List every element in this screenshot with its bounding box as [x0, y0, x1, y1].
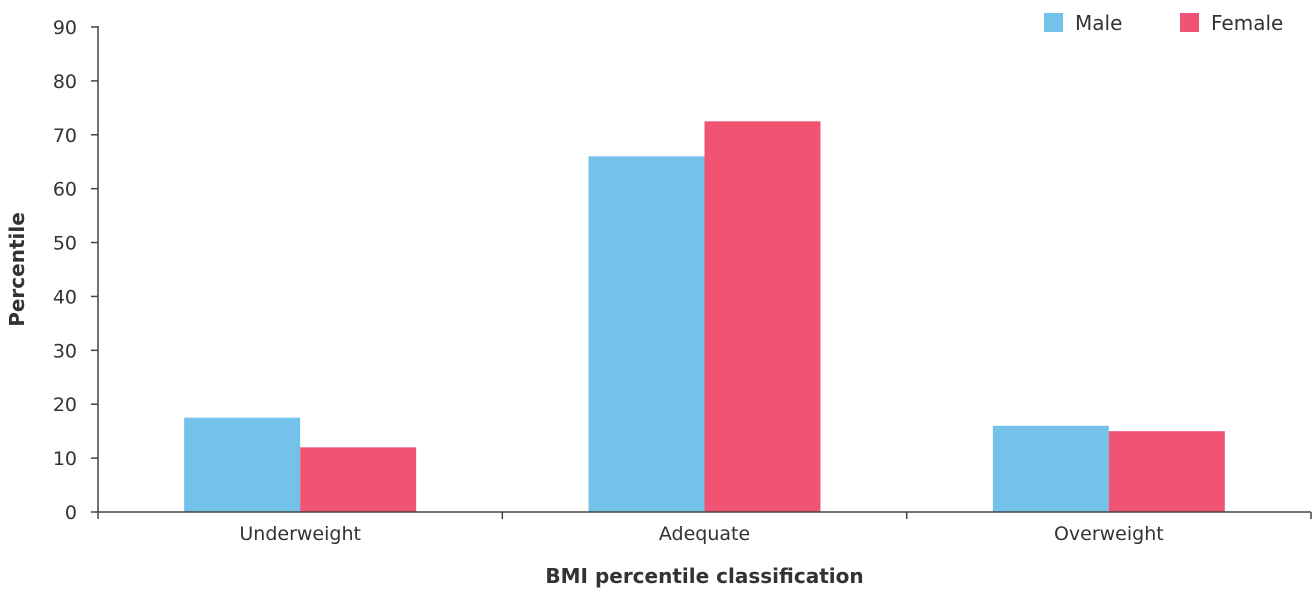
bars: [184, 121, 1225, 513]
x-tick-label: Underweight: [239, 523, 361, 545]
legend-swatch-female: [1180, 13, 1199, 32]
bar-male-adequate: [588, 156, 705, 513]
y-axis-ticks: 0 10 20 30 40 50 60 70 80 90: [53, 17, 98, 524]
y-tick-label: 30: [53, 340, 77, 362]
y-tick-label: 40: [53, 286, 77, 308]
x-tick-label: Overweight: [1054, 523, 1164, 545]
legend-label-male: Male: [1075, 11, 1122, 35]
y-tick-label: 20: [53, 394, 77, 416]
x-axis-ticks: Underweight Adequate Overweight: [97, 512, 1312, 545]
x-tick-label: Adequate: [659, 523, 750, 545]
bar-female-adequate: [704, 121, 821, 513]
bar-female-overweight: [1108, 431, 1225, 512]
bar-female-underweight: [300, 447, 417, 512]
y-tick-label: 70: [53, 125, 77, 147]
legend: Male Female: [1044, 11, 1283, 35]
y-tick-label: 0: [65, 502, 77, 524]
y-tick-label: 90: [53, 17, 77, 39]
bar-male-underweight: [184, 417, 301, 512]
legend-swatch-male: [1044, 13, 1063, 32]
y-tick-label: 50: [53, 233, 77, 255]
y-tick-label: 10: [53, 448, 77, 470]
bar-male-overweight: [992, 425, 1109, 512]
legend-label-female: Female: [1211, 11, 1283, 35]
y-tick-label: 60: [53, 179, 77, 201]
y-tick-label: 80: [53, 71, 77, 93]
y-axis-title: Percentile: [5, 212, 29, 327]
x-axis-title: BMI percentile classification: [545, 564, 863, 588]
